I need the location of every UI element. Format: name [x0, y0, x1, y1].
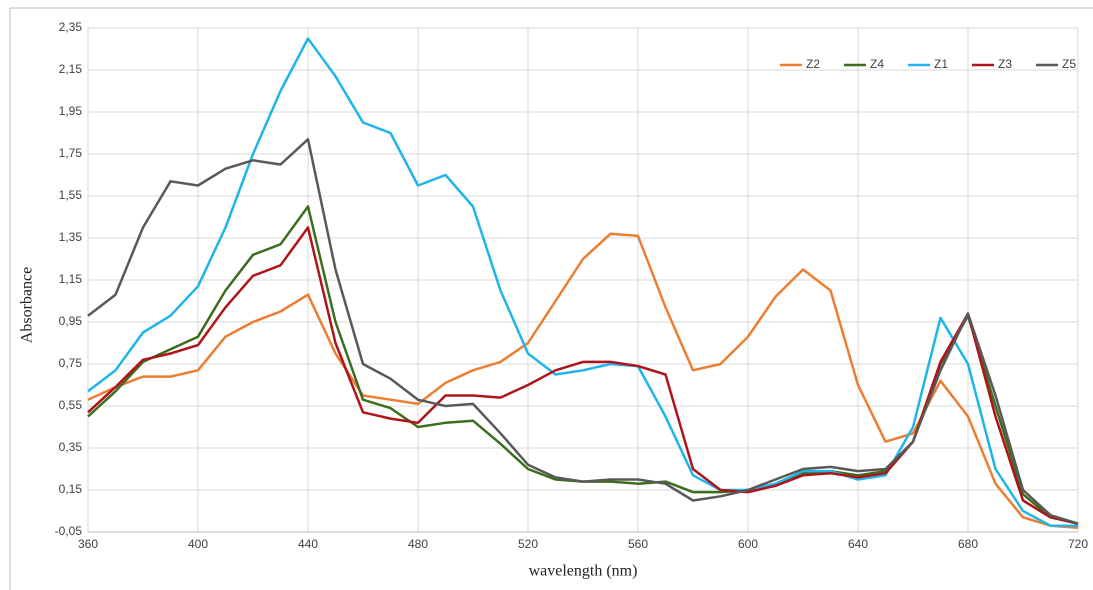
- y-tick-label: -0,05: [55, 524, 83, 538]
- x-tick-label: 560: [628, 537, 648, 551]
- y-tick-label: 0,15: [59, 482, 83, 496]
- legend-label: Z1: [934, 57, 948, 71]
- y-tick-label: 0,55: [59, 398, 83, 412]
- legend-label: Z5: [1062, 57, 1076, 71]
- y-tick-label: 2,35: [59, 20, 83, 34]
- y-tick-label: 2,15: [59, 62, 83, 76]
- y-tick-label: 0,35: [59, 440, 83, 454]
- y-tick-label: 1,55: [59, 188, 83, 202]
- legend-label: Z3: [998, 57, 1012, 71]
- y-tick-label: 1,95: [59, 104, 83, 118]
- data-line: [87, 232, 1079, 530]
- legend-label: Z4: [870, 57, 884, 71]
- x-tick-label: 360: [78, 537, 98, 551]
- x-tick-label: 720: [1068, 537, 1088, 551]
- y-tick-label: 0,75: [59, 356, 83, 370]
- y-tick-label: 1,75: [59, 146, 83, 160]
- x-tick-label: 440: [298, 537, 318, 551]
- x-axis-label: wavelength (nm): [529, 563, 638, 580]
- x-tick-label: 400: [188, 537, 208, 551]
- data-line: [87, 37, 1078, 527]
- data-line: [87, 138, 1079, 525]
- y-tick-label: 0,95: [59, 314, 83, 328]
- x-tick-label: 680: [958, 537, 978, 551]
- y-tick-label: 1,15: [59, 272, 83, 286]
- x-tick-label: 640: [848, 537, 868, 551]
- y-axis-label: Absorbance: [19, 267, 36, 343]
- x-tick-label: 480: [408, 537, 428, 551]
- x-tick-label: 600: [738, 537, 758, 551]
- x-tick-label: 520: [518, 537, 538, 551]
- y-tick-label: 1,35: [59, 230, 83, 244]
- legend-label: Z2: [806, 57, 820, 71]
